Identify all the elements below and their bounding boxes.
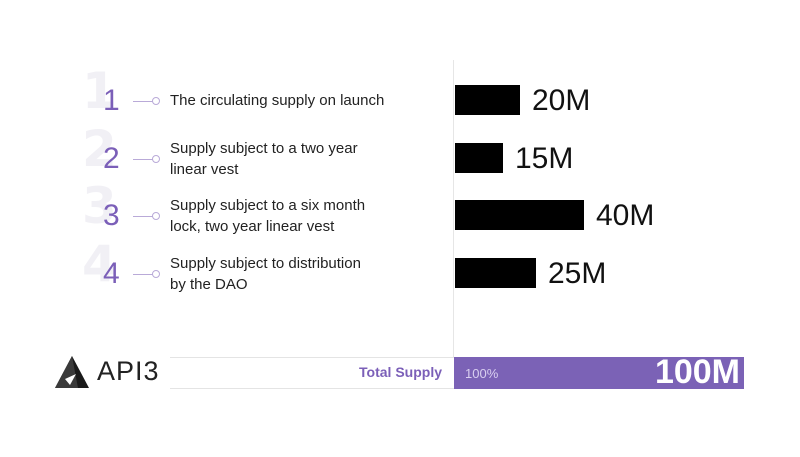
api3-triangle-logo-icon <box>55 356 89 388</box>
supply-bar <box>455 85 520 115</box>
total-top-divider <box>170 357 454 358</box>
total-supply-bar <box>454 357 744 389</box>
row-connector-dot-icon <box>152 155 160 163</box>
row-description: The circulating supply on launch <box>170 90 410 111</box>
bar-value-label: 20M <box>532 84 591 117</box>
row-description-line: Supply subject to a two year <box>170 140 358 157</box>
row-description-line: Supply subject to a six month <box>170 197 366 214</box>
row-description-line: by the DAO <box>170 276 248 293</box>
row-description-line: Supply subject to distribution <box>170 255 361 272</box>
row-connector-line <box>133 101 153 102</box>
row-description: Supply subject to distribution by the DAO <box>170 253 410 295</box>
row-ghost-number: 2 <box>82 120 117 178</box>
supply-row: 3 3 Supply subject to a six month lock, two… <box>0 181 800 245</box>
bar-value-label: 40M <box>596 199 655 232</box>
supply-row: 4 4 Supply subject to distribution by the D… <box>0 239 800 303</box>
row-number: 1 <box>103 84 120 117</box>
total-supply-value: 100M <box>654 353 740 391</box>
total-supply-label: Total Supply <box>359 364 442 380</box>
row-description: Supply subject to a six month lock, two y… <box>170 195 410 237</box>
row-description-line: linear vest <box>170 161 239 178</box>
row-connector-dot-icon <box>152 270 160 278</box>
total-supply-percent: 100% <box>465 366 499 381</box>
row-connector-dot-icon <box>152 212 160 220</box>
row-ghost-number: 3 <box>82 177 117 235</box>
total-bottom-divider <box>170 388 454 389</box>
row-connector-line <box>133 274 153 275</box>
row-description-line: lock, two year linear vest <box>170 218 335 235</box>
row-ghost-number: 1 <box>82 62 117 120</box>
row-description-line: The circulating supply on launch <box>170 92 385 109</box>
api3-logo-text: API3 <box>97 356 160 386</box>
row-connector-dot-icon <box>152 97 160 105</box>
row-number: 3 <box>103 199 120 232</box>
row-connector-line <box>133 159 153 160</box>
row-ghost-number: 4 <box>82 235 117 293</box>
chart-axis-line <box>453 60 454 358</box>
row-number: 4 <box>103 257 120 290</box>
supply-bar <box>455 258 536 288</box>
supply-bar <box>455 200 584 230</box>
bar-value-label: 15M <box>515 142 574 175</box>
supply-row: 1 1 The circulating supply on launch 20M <box>0 66 800 130</box>
bar-value-label: 25M <box>548 257 607 290</box>
row-description: Supply subject to a two year linear vest <box>170 138 410 180</box>
row-number: 2 <box>103 142 120 175</box>
supply-bar <box>455 143 503 173</box>
row-connector-line <box>133 216 153 217</box>
supply-row: 2 2 Supply subject to a two year linear ves… <box>0 124 800 188</box>
